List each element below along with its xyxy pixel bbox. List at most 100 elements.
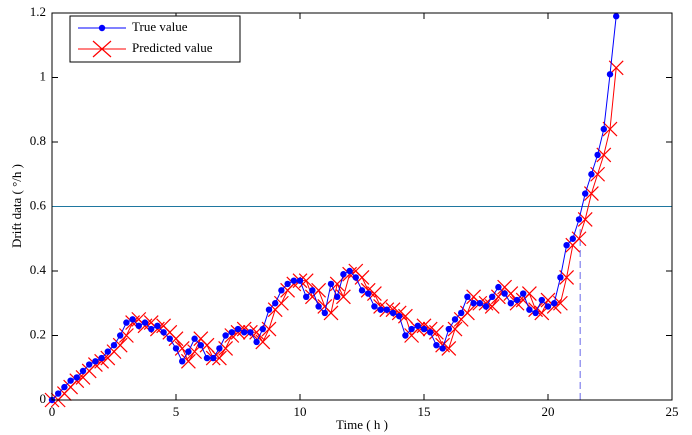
true-point [210,354,217,362]
true-point [315,303,322,310]
true-point [228,329,235,336]
true-point [296,277,304,284]
x-tick-label: 25 [666,404,679,419]
true-point [141,319,149,326]
true-point [265,306,273,313]
predicted-point [354,270,370,285]
true-point [148,325,155,333]
true-point [321,309,328,317]
true-point [309,287,316,294]
x-tick-label: 15 [418,404,431,419]
true-point [495,283,502,291]
x-tick-label: 5 [173,404,180,419]
true-point [352,274,359,281]
y-tick-label: 1 [40,68,47,83]
true-point [606,71,614,78]
true-point [501,290,508,297]
predicted-point [428,324,444,340]
true-point [154,322,161,330]
predicted-point [255,334,271,350]
true-point [92,358,99,365]
x-axis-label: Time ( h ) [336,417,388,432]
true-point [241,329,248,336]
true-point [489,293,496,300]
true-point [172,345,180,352]
true-point [414,322,421,330]
true-point [371,303,378,310]
true-point [470,300,477,307]
true-point [135,322,142,330]
true-point [247,329,254,336]
true-point [284,280,291,288]
legend-marker [92,40,112,58]
true-point [272,300,279,307]
true-point [303,293,310,300]
true-point [346,267,353,275]
true-point [259,325,266,333]
true-point [538,296,545,304]
true-point [166,335,173,342]
x-tick-label: 0 [49,404,56,419]
predicted-point [447,321,463,337]
true-point [482,303,490,310]
true-point [191,335,198,342]
true-point [383,306,390,313]
true-point [427,329,434,336]
series [48,13,620,404]
true-point [588,171,595,178]
true-point [123,319,130,326]
true-point [458,309,465,317]
true-point [476,300,483,307]
true-point [433,341,440,349]
true-point [253,338,260,346]
true-point [358,287,366,294]
true-point [389,309,397,317]
true-point [203,354,211,362]
predicted-point [168,331,184,347]
true-point [451,316,459,323]
y-tick-label: 0.8 [30,133,46,148]
legend-label: True value [132,19,188,34]
true-point [222,332,229,339]
true-point [327,280,335,288]
predicted-point [112,337,128,353]
y-tick-label: 0.6 [30,197,47,212]
true-point [129,316,136,323]
true-point [613,13,620,20]
true-point [594,151,601,159]
true-point [402,332,409,339]
predicted-point [218,340,234,356]
true-point [544,303,552,310]
true-point [563,242,570,249]
true-point [79,367,87,375]
true-point [86,361,93,368]
true-point [55,390,62,397]
true-point [439,345,446,352]
predicted-point [559,270,575,285]
legend-entry: True value [78,19,188,34]
true-point [445,325,452,333]
true-point [520,290,527,297]
true-point [104,348,112,355]
true-point [160,329,167,336]
true-point [278,287,285,294]
legend-box [69,15,241,63]
predicted-point [180,353,196,369]
y-tick-label: 0.2 [30,326,46,341]
true-point [575,216,583,223]
predicted-point [484,299,500,314]
y-tick-label: 0 [40,391,47,406]
legend-label: Predicted value [132,40,213,55]
true-point [365,290,372,297]
y-tick-label: 1.2 [30,4,46,19]
y-tick-label: 0.4 [30,262,47,277]
true-point [117,332,124,339]
true-point [396,312,403,320]
true-point [569,235,576,242]
predicted-point [118,328,134,343]
legend-marker [98,24,106,32]
true-point [67,377,74,384]
true-point [507,300,514,307]
true-point [420,325,428,333]
